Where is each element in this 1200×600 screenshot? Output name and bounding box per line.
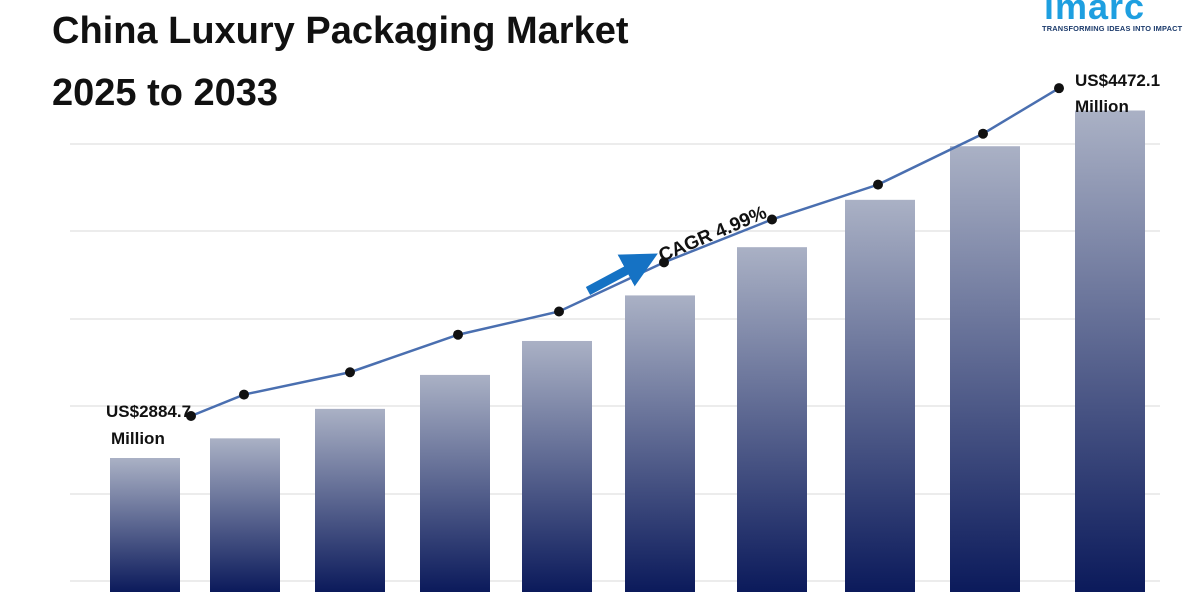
bar: [420, 374, 490, 592]
trend-point: [659, 257, 669, 268]
bar: [210, 438, 280, 592]
bar: [1075, 110, 1145, 592]
trend-point: [453, 329, 463, 340]
bar: [737, 247, 807, 592]
trend-point: [767, 214, 777, 225]
imarc-logo: imarc TRANSFORMING IDEAS INTO IMPACT: [1040, 0, 1200, 40]
trend-point: [554, 306, 564, 317]
bar: [110, 458, 180, 592]
bar: [845, 199, 915, 592]
trend-point: [978, 128, 988, 139]
logo-wordmark: imarc: [1044, 0, 1146, 27]
cagr-arrow-icon: [585, 253, 658, 295]
end-unit-label: Million: [1075, 97, 1129, 116]
trend-point: [239, 389, 249, 400]
trend-point: [186, 411, 196, 422]
trend-point: [345, 367, 355, 378]
title-line-1: China Luxury Packaging Market: [52, 10, 629, 52]
title-line-2: 2025 to 2033: [52, 72, 279, 114]
start-value-label: US$2884.7: [106, 402, 191, 421]
bar: [950, 146, 1020, 592]
bar: [315, 408, 385, 592]
trend-point: [1054, 83, 1064, 94]
bar: [522, 340, 592, 592]
trend-point: [873, 179, 883, 190]
start-unit-label: Million: [111, 429, 165, 448]
trend-line: [186, 83, 1064, 422]
bar: [625, 295, 695, 592]
bars: [110, 110, 1145, 592]
trend-line-path: [190, 87, 1060, 418]
end-value-label: US$4472.1: [1075, 71, 1160, 90]
logo-tagline: TRANSFORMING IDEAS INTO IMPACT: [1042, 24, 1183, 33]
chart-title: China Luxury Packaging Market 2025 to 20…: [52, 0, 629, 124]
